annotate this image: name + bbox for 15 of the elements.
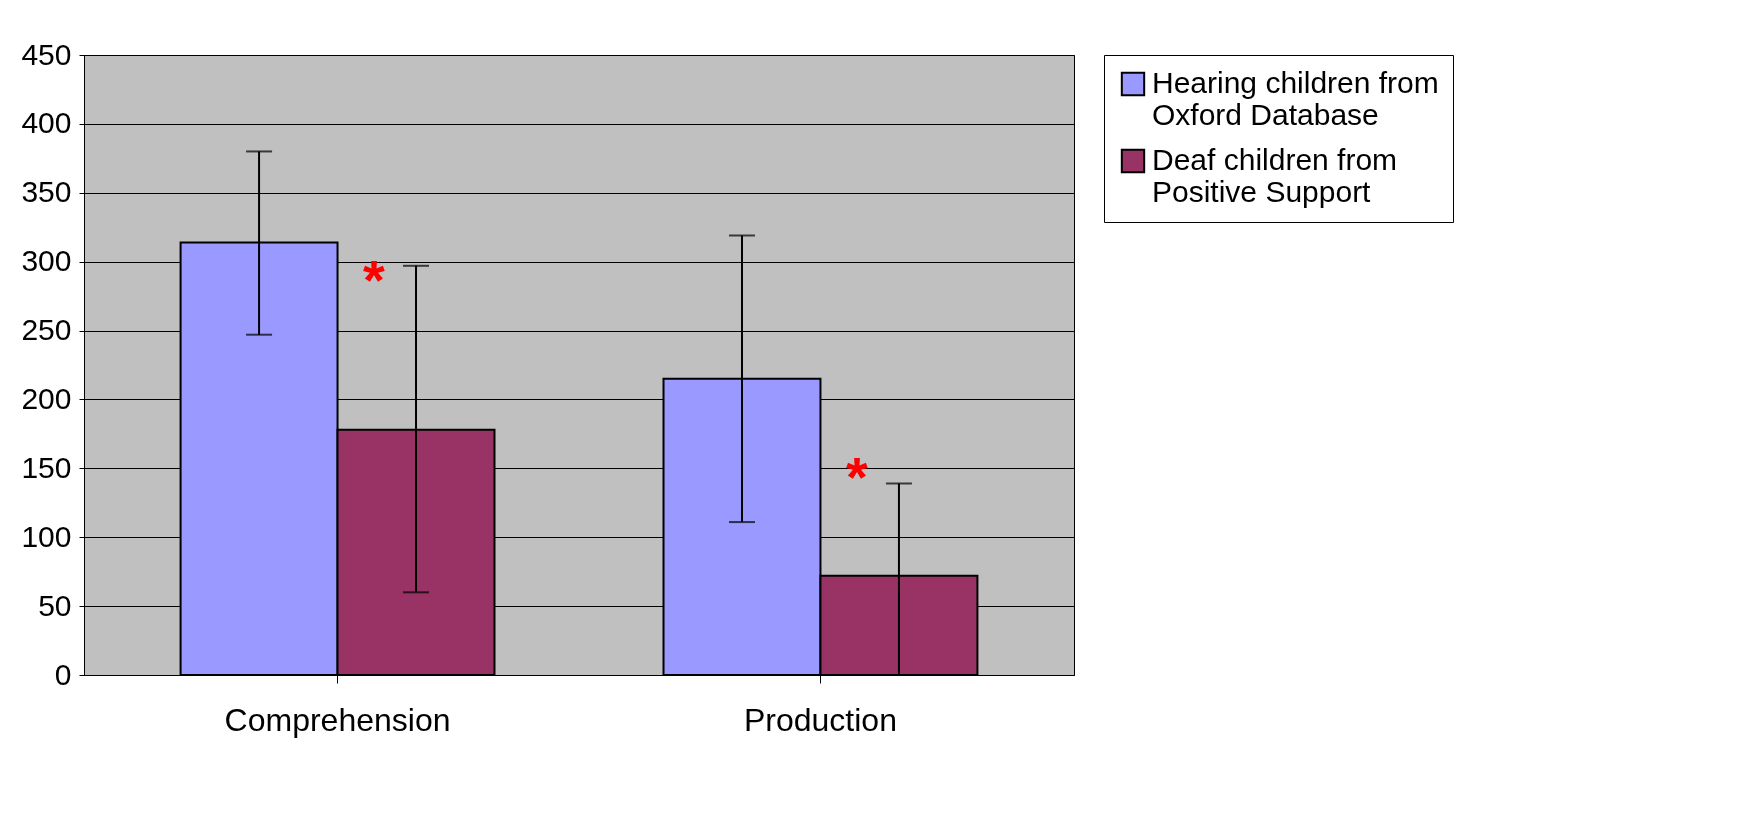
x-tick-label: Comprehension: [224, 701, 451, 738]
y-tick-label: 100: [21, 519, 72, 553]
x-tick-label: Production: [743, 701, 897, 738]
y-tick-label: 0: [54, 657, 72, 691]
legend-label: Hearing children from Oxford Database: [1152, 66, 1439, 131]
y-tick-label: 450: [21, 37, 72, 71]
annotation: *: [363, 248, 386, 312]
legend-label: Deaf children from Positive Support: [1152, 143, 1398, 208]
y-tick-label: 50: [38, 588, 72, 622]
y-tick-label: 150: [21, 450, 72, 484]
y-tick-label: 250: [21, 313, 72, 347]
y-tick-label: 350: [21, 175, 72, 209]
y-tick-label: 300: [21, 244, 72, 278]
y-tick-label: 400: [21, 106, 72, 140]
y-tick-label: 200: [21, 381, 72, 415]
